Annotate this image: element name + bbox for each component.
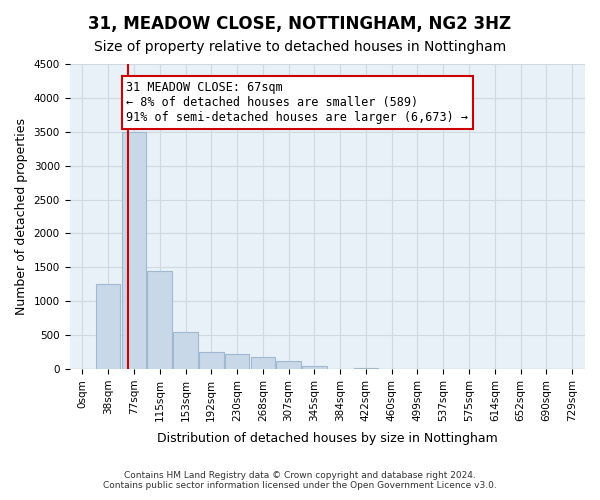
Bar <box>302 366 326 369</box>
Text: Contains HM Land Registry data © Crown copyright and database right 2024.
Contai: Contains HM Land Registry data © Crown c… <box>103 470 497 490</box>
Bar <box>251 357 275 369</box>
Y-axis label: Number of detached properties: Number of detached properties <box>15 118 28 315</box>
Bar <box>199 352 224 369</box>
Text: Size of property relative to detached houses in Nottingham: Size of property relative to detached ho… <box>94 40 506 54</box>
Bar <box>277 360 301 369</box>
Text: 31 MEADOW CLOSE: 67sqm
← 8% of detached houses are smaller (589)
91% of semi-det: 31 MEADOW CLOSE: 67sqm ← 8% of detached … <box>127 81 469 124</box>
Bar <box>225 354 249 369</box>
Bar <box>353 368 378 369</box>
Text: 31, MEADOW CLOSE, NOTTINGHAM, NG2 3HZ: 31, MEADOW CLOSE, NOTTINGHAM, NG2 3HZ <box>88 15 512 33</box>
Bar <box>122 132 146 369</box>
Bar <box>148 271 172 369</box>
Bar <box>96 284 121 369</box>
X-axis label: Distribution of detached houses by size in Nottingham: Distribution of detached houses by size … <box>157 432 497 445</box>
Bar <box>173 332 198 369</box>
